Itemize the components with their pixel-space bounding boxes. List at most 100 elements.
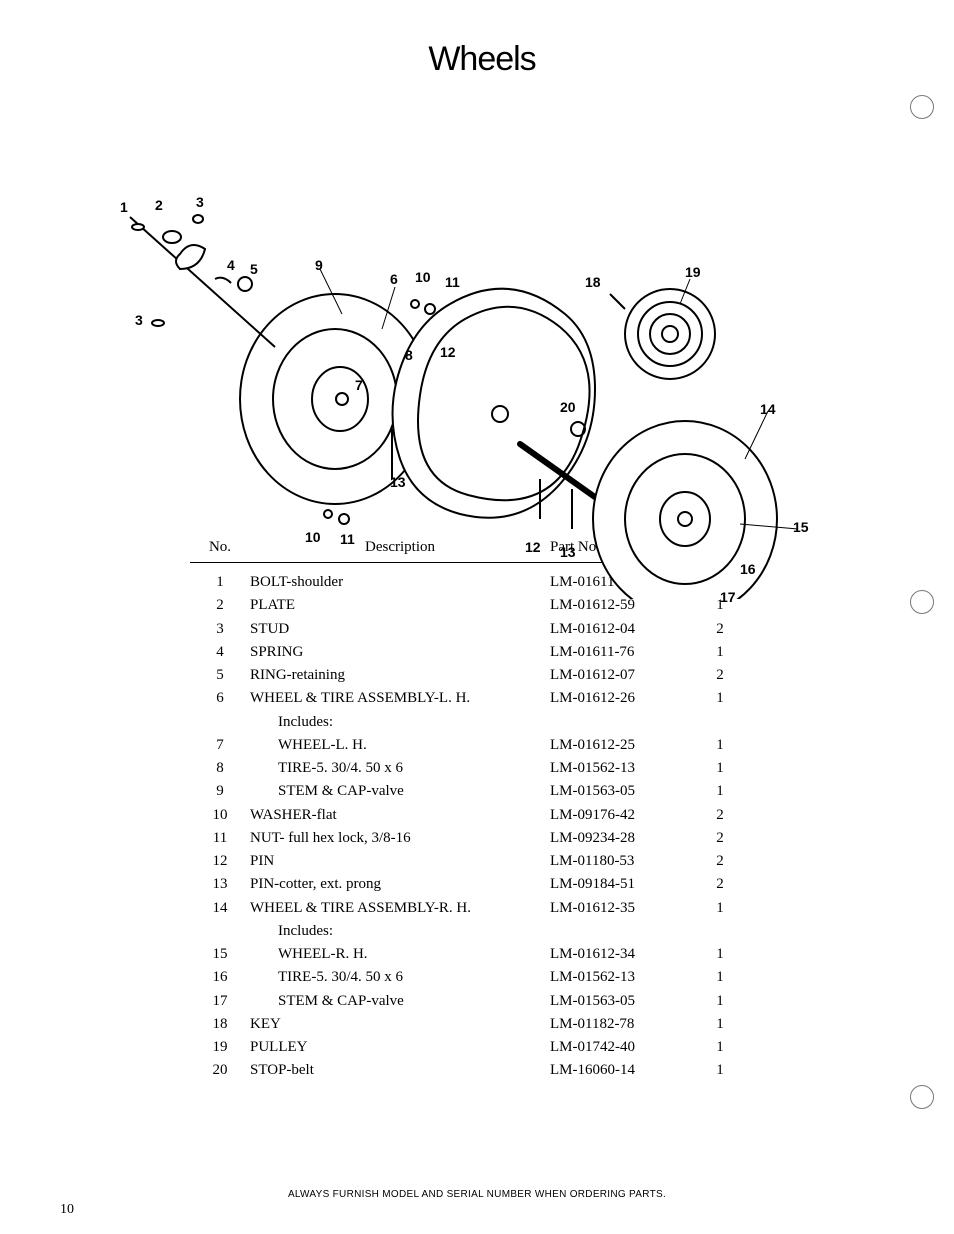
diagram-callout: 4 (227, 257, 235, 273)
table-row: 7WHEEL-L. H.LM-01612-251 (190, 734, 750, 757)
binder-hole-icon (910, 590, 934, 614)
cell-qty: 1 (690, 1059, 750, 1082)
table-row: 11NUT- full hex lock, 3/8-16LM-09234-282 (190, 827, 750, 850)
diagram-callout: 17 (720, 589, 736, 605)
diagram-callout: 7 (355, 377, 363, 393)
binder-hole-icon (910, 1085, 934, 1109)
cell-part: LM-01612-26 (550, 687, 690, 710)
diagram-callout: 14 (760, 401, 776, 417)
diagram-callout: 18 (585, 274, 601, 290)
cell-desc: Includes: (250, 920, 550, 943)
table-body: 1BOLT-shoulderLM-01611-6612PLATELM-01612… (190, 571, 750, 1083)
cell-desc: STEM & CAP-valve (250, 780, 550, 803)
cell-desc: PULLEY (250, 1036, 550, 1059)
cell-no: 7 (190, 734, 250, 757)
cell-part: LM-01180-53 (550, 850, 690, 873)
cell-part: LM-01562-13 (550, 966, 690, 989)
cell-qty: 2 (690, 664, 750, 687)
cell-desc: Includes: (250, 711, 550, 734)
cell-no: 3 (190, 618, 250, 641)
diagram-callout: 11 (445, 274, 460, 290)
diagram-callout: 5 (250, 261, 258, 277)
cell-qty: 1 (690, 897, 750, 920)
cell-no: 20 (190, 1059, 250, 1082)
diagram-callout: 13 (390, 474, 406, 490)
table-row: 12PINLM-01180-532 (190, 850, 750, 873)
cell-part: LM-01563-05 (550, 780, 690, 803)
cell-desc: WHEEL-R. H. (250, 943, 550, 966)
diagram-callout: 6 (390, 271, 398, 287)
cell-part: LM-01612-35 (550, 897, 690, 920)
cell-qty: 2 (690, 804, 750, 827)
cell-desc: STEM & CAP-valve (250, 990, 550, 1013)
table-row: 19PULLEYLM-01742-401 (190, 1036, 750, 1059)
diagram-callout: 19 (685, 264, 701, 280)
cell-part: LM-09234-28 (550, 827, 690, 850)
cell-qty: 1 (690, 780, 750, 803)
cell-part: LM-01612-07 (550, 664, 690, 687)
diagram-callout: 12 (440, 344, 456, 360)
table-row: Includes: (190, 920, 750, 943)
cell-desc: TIRE-5. 30/4. 50 x 6 (250, 966, 550, 989)
cell-no: 5 (190, 664, 250, 687)
cell-desc: SPRING (250, 641, 550, 664)
cell-no: 15 (190, 943, 250, 966)
cell-no: 11 (190, 827, 250, 850)
footer-note: ALWAYS FURNISH MODEL AND SERIAL NUMBER W… (0, 1189, 954, 1200)
table-row: 15WHEEL-R. H.LM-01612-341 (190, 943, 750, 966)
cell-qty: 1 (690, 641, 750, 664)
cell-part: LM-01563-05 (550, 990, 690, 1013)
table-row: 6WHEEL & TIRE ASSEMBLY-L. H.LM-01612-261 (190, 687, 750, 710)
cell-part: LM-09184-51 (550, 873, 690, 896)
cell-qty: 2 (690, 873, 750, 896)
table-row: 16TIRE-5. 30/4. 50 x 6LM-01562-131 (190, 966, 750, 989)
diagram-callout: 8 (405, 347, 413, 363)
cell-desc: RING-retaining (250, 664, 550, 687)
table-row: 20STOP-beltLM-16060-141 (190, 1059, 750, 1082)
cell-qty: 1 (690, 757, 750, 780)
cell-qty: 1 (690, 990, 750, 1013)
page-title: Wheels (80, 40, 884, 79)
diagram-callout: 20 (560, 399, 576, 415)
table-row: 14WHEEL & TIRE ASSEMBLY-R. H.LM-01612-35… (190, 897, 750, 920)
cell-no: 14 (190, 897, 250, 920)
cell-qty: 1 (690, 687, 750, 710)
cell-no: 16 (190, 966, 250, 989)
cell-desc: NUT- full hex lock, 3/8-16 (250, 827, 550, 850)
cell-desc: PIN (250, 850, 550, 873)
table-row: 4SPRINGLM-01611-761 (190, 641, 750, 664)
diagram-callout: 2 (155, 197, 163, 213)
table-row: 3STUDLM-01612-042 (190, 618, 750, 641)
cell-part: LM-16060-14 (550, 1059, 690, 1082)
cell-no: 13 (190, 873, 250, 896)
cell-no: 19 (190, 1036, 250, 1059)
diagram-callout: 10 (415, 269, 431, 285)
binder-hole-icon (910, 95, 934, 119)
table-row: 17STEM & CAP-valveLM-01563-051 (190, 990, 750, 1013)
table-row: 8TIRE-5. 30/4. 50 x 6LM-01562-131 (190, 757, 750, 780)
cell-part: LM-01562-13 (550, 757, 690, 780)
cell-no: 4 (190, 641, 250, 664)
cell-no: 8 (190, 757, 250, 780)
cell-qty: 2 (690, 850, 750, 873)
cell-qty: 1 (690, 1013, 750, 1036)
diagram-callout: 9 (315, 257, 323, 273)
cell-no: 6 (190, 687, 250, 710)
diagram-callout: 12 (525, 539, 541, 555)
table-row: 18KEYLM-01182-781 (190, 1013, 750, 1036)
cell-desc: WHEEL & TIRE ASSEMBLY-L. H. (250, 687, 550, 710)
cell-desc: PIN-cotter, ext. prong (250, 873, 550, 896)
cell-part: LM-01612-34 (550, 943, 690, 966)
table-row: 9STEM & CAP-valveLM-01563-051 (190, 780, 750, 803)
page-number: 10 (60, 1202, 74, 1218)
cell-no: 18 (190, 1013, 250, 1036)
cell-no: 17 (190, 990, 250, 1013)
cell-qty: 2 (690, 827, 750, 850)
cell-part: LM-01612-04 (550, 618, 690, 641)
cell-desc: WASHER-flat (250, 804, 550, 827)
table-row: Includes: (190, 711, 750, 734)
cell-part: LM-01182-78 (550, 1013, 690, 1036)
exploded-diagram: 1233456789101011111212131314151617181920 (80, 99, 884, 529)
cell-qty: 1 (690, 1036, 750, 1059)
cell-part: LM-09176-42 (550, 804, 690, 827)
